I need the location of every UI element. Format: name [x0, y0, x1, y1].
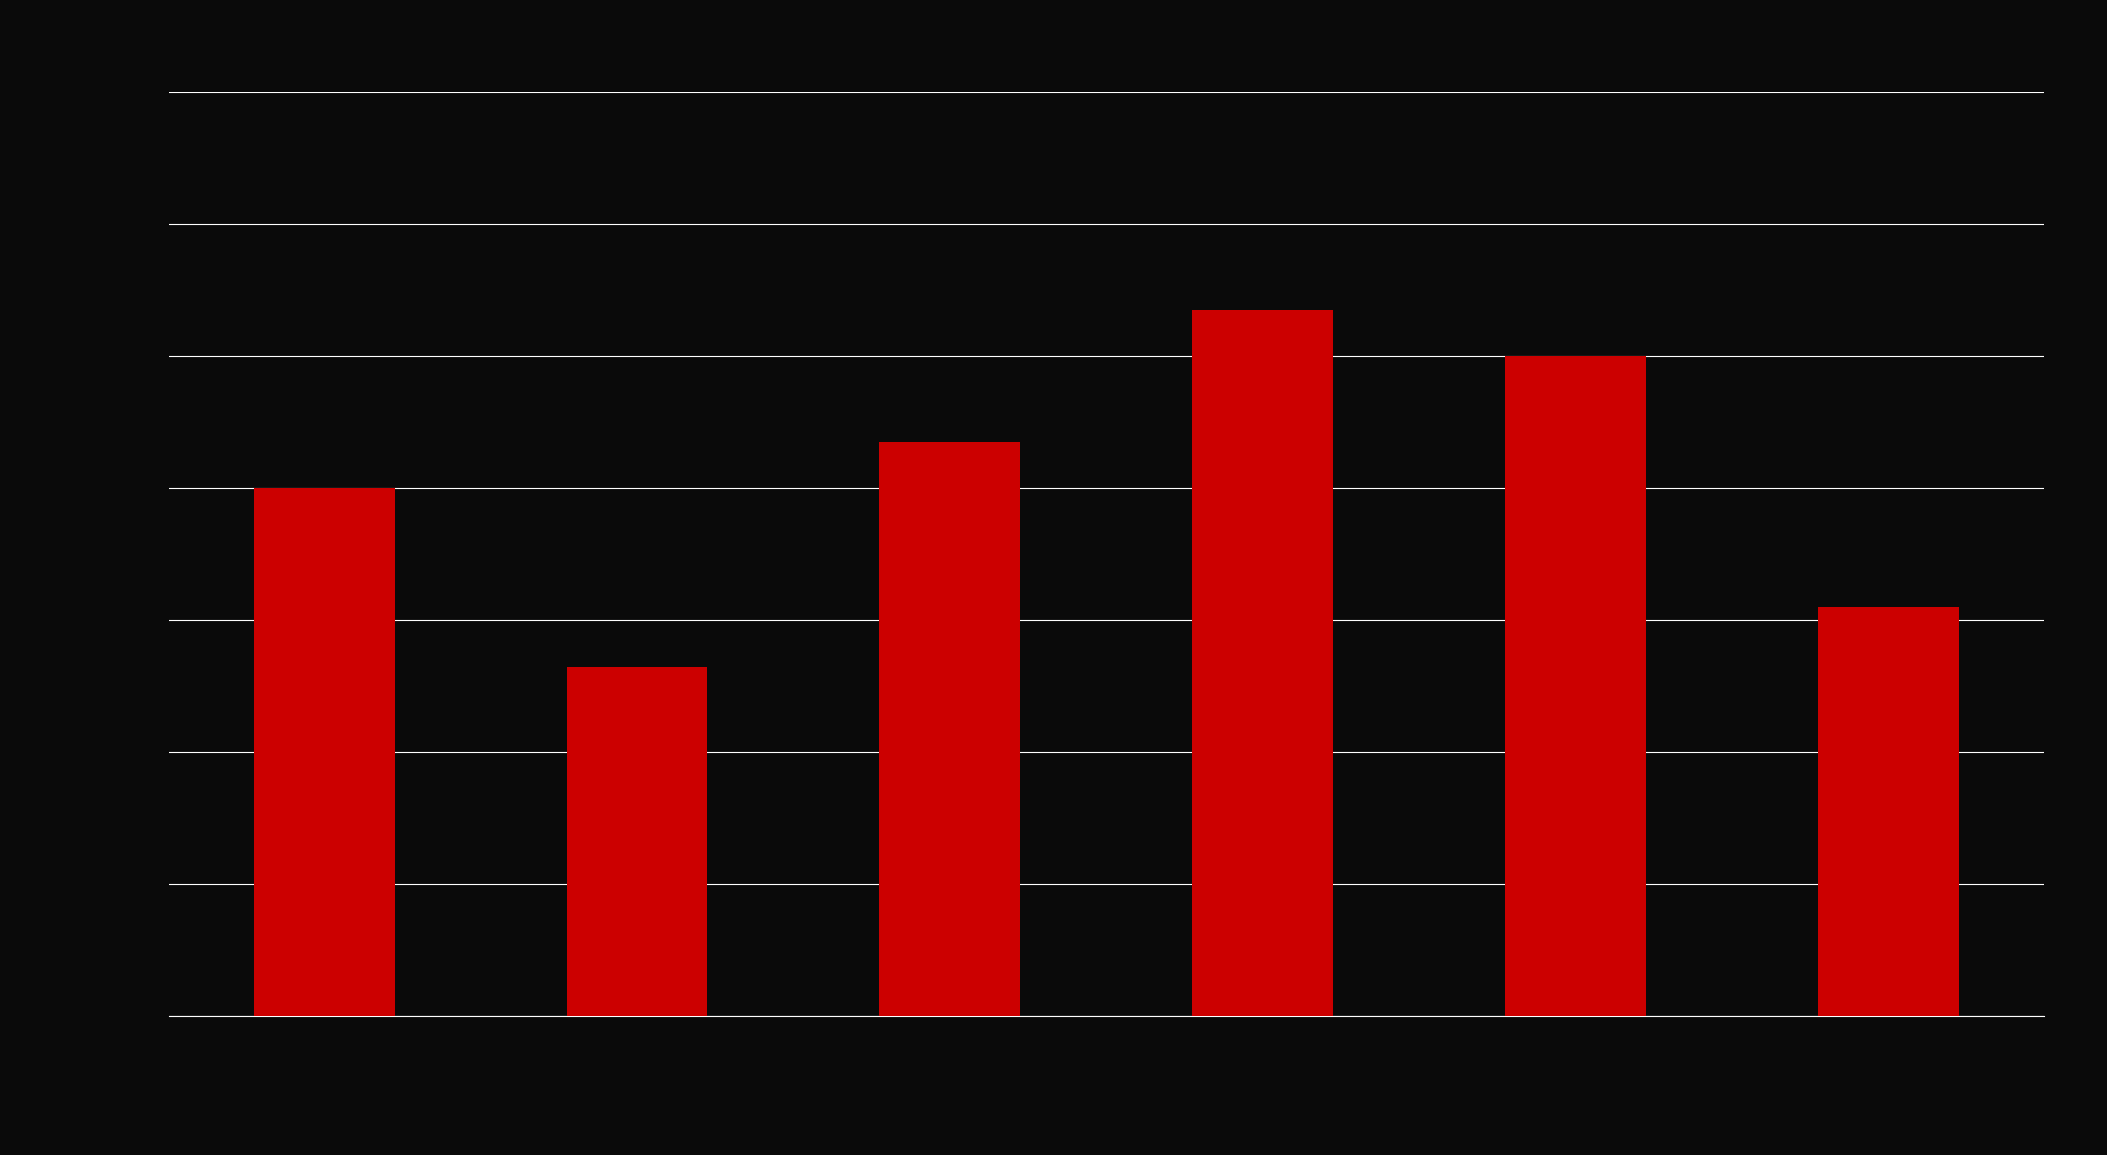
Bar — [1504, 357, 1646, 1016]
Bar — [1818, 608, 1960, 1016]
Bar — [253, 489, 394, 1016]
Bar — [567, 666, 708, 1016]
Bar — [1193, 311, 1334, 1016]
Bar — [879, 442, 1020, 1016]
